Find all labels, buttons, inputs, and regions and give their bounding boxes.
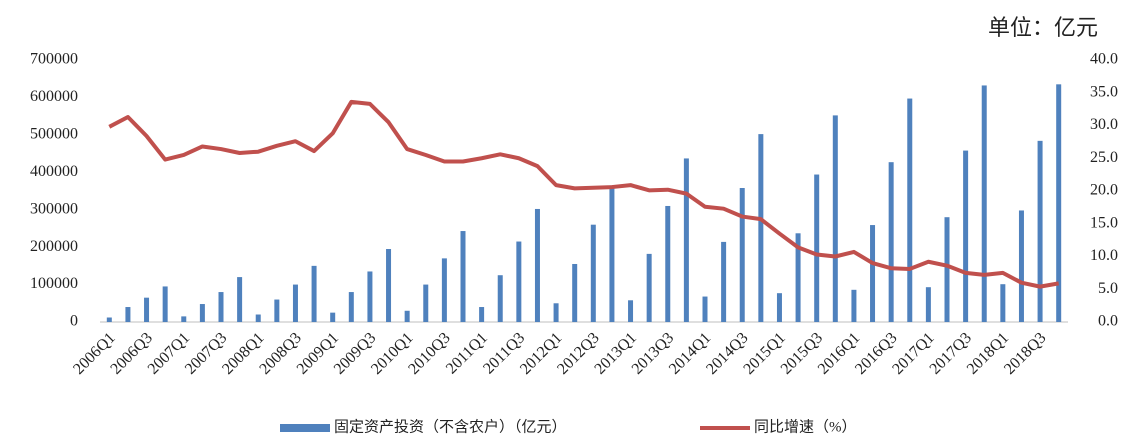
- legend-swatch: [280, 424, 330, 432]
- bar: [404, 310, 410, 322]
- y2-tick-label: 30.0: [1090, 116, 1118, 133]
- bar: [144, 297, 150, 322]
- bar: [888, 162, 894, 322]
- bar: [367, 271, 373, 322]
- bar: [162, 286, 168, 322]
- bar: [1000, 284, 1006, 322]
- bar: [460, 231, 466, 322]
- y2-tick-label: 20.0: [1090, 182, 1118, 199]
- bar: [292, 284, 298, 322]
- bar: [479, 307, 485, 322]
- bar: [199, 304, 205, 322]
- bar: [925, 287, 931, 322]
- bar: [683, 158, 689, 322]
- bar: [963, 150, 969, 322]
- bar: [255, 314, 261, 322]
- bar: [534, 208, 540, 322]
- bar: [106, 317, 112, 322]
- y-tick-label: 0: [70, 313, 78, 330]
- bar: [776, 293, 782, 322]
- bar: [609, 185, 615, 322]
- bar: [274, 299, 280, 322]
- bar: [702, 296, 708, 322]
- bar: [758, 134, 764, 322]
- bar: [330, 312, 336, 322]
- bar: [832, 115, 838, 322]
- unit-label: 单位：亿元: [988, 15, 1098, 40]
- y2-tick-label: 0.0: [1098, 313, 1118, 330]
- legend-label: 同比增速（%）: [754, 418, 857, 435]
- bar: [125, 307, 131, 322]
- bar: [870, 225, 876, 322]
- bar: [553, 303, 559, 322]
- y2-tick-label: 40.0: [1090, 51, 1118, 68]
- y-tick-label: 200000: [30, 238, 78, 255]
- y-tick-label: 600000: [30, 88, 78, 105]
- bar: [739, 188, 745, 322]
- bar: [590, 224, 596, 322]
- bar: [814, 174, 820, 322]
- legend-label: 固定资产投资（不含农户）（亿元）: [334, 418, 567, 435]
- y-tick-label: 500000: [30, 126, 78, 143]
- y-tick-label: 300000: [30, 200, 78, 217]
- bar: [441, 258, 447, 322]
- bar: [386, 249, 392, 322]
- y2-tick-label: 10.0: [1090, 247, 1118, 264]
- y2-tick-label: 25.0: [1090, 149, 1118, 166]
- bar: [795, 233, 801, 322]
- y-tick-label: 100000: [30, 275, 78, 292]
- bar: [665, 205, 671, 322]
- bar: [497, 275, 503, 322]
- bar: [516, 241, 522, 322]
- bar: [851, 289, 857, 322]
- bar: [628, 300, 634, 322]
- bar: [944, 217, 950, 322]
- line: [108, 99, 1060, 289]
- bar: [981, 85, 987, 322]
- bar: [572, 263, 578, 322]
- bar: [646, 253, 652, 322]
- bar: [1018, 210, 1024, 322]
- bar: [1056, 84, 1062, 322]
- bar: [181, 316, 187, 322]
- y2-tick-label: 35.0: [1090, 83, 1118, 100]
- bar: [218, 292, 224, 322]
- bar: [348, 292, 354, 322]
- bar: [311, 265, 317, 322]
- bar: [237, 277, 243, 322]
- y-tick-label: 400000: [30, 163, 78, 180]
- y2-tick-label: 15.0: [1090, 214, 1118, 231]
- y2-tick-label: 5.0: [1098, 280, 1118, 297]
- bar: [1037, 140, 1043, 322]
- y-tick-label: 700000: [30, 51, 78, 68]
- bar: [907, 98, 913, 323]
- bar: [721, 241, 727, 322]
- x-tick-label: 2010Q3: [405, 329, 453, 377]
- x-tick-label: 2018Q3: [1001, 329, 1049, 377]
- bar: [423, 284, 429, 322]
